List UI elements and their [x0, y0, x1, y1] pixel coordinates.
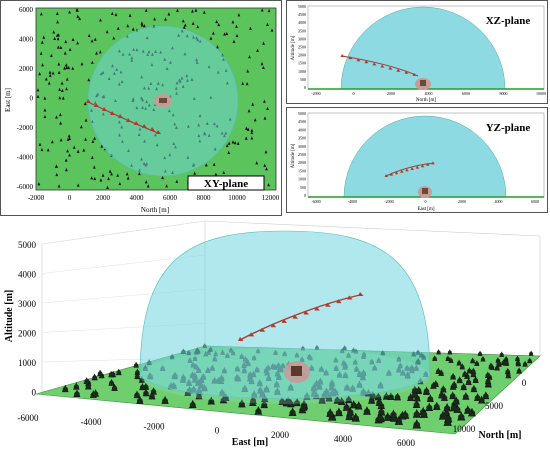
xz-ytick-label: 5000 [298, 4, 306, 9]
xz-dome [340, 6, 506, 90]
xz-ytick-label: 1000 [298, 69, 306, 74]
yz-xtick-label: 6000 [531, 199, 539, 204]
yz-trajectory [384, 161, 435, 177]
main-ytick-label: 10000 [453, 424, 476, 434]
xy-trajectory [86, 99, 161, 134]
xy-base-building [159, 98, 167, 103]
xz-xlabel: North [m] [416, 98, 436, 103]
main-3d-panel: 5000 4000 3000 2000 1000 0 -6000 -4000 -2000 0 20… [0, 216, 550, 448]
yz-xtick-label: 0 [425, 199, 427, 204]
yz-xtick-label: -2000 [384, 199, 393, 204]
xz-xtick-label: -2000 [311, 91, 320, 96]
main-xtick-label: 0 [215, 426, 220, 436]
xy-ytick-label: -4000 [17, 154, 34, 162]
yz-ytick-label: 5000 [298, 111, 306, 116]
xz-ytick-label: 500 [300, 77, 306, 82]
yz-ytick-label: 0 [304, 193, 306, 198]
yz-dome [343, 115, 507, 198]
main-xlabel: East [m] [232, 437, 268, 448]
yz-ytick-label: 1500 [298, 168, 306, 173]
main-ztick-label: 5000 [18, 240, 37, 250]
main-ytick-label: 0 [522, 378, 527, 388]
main-zlabel: Altitude [m] [4, 290, 15, 343]
yz-ylabel: Altitude [m] [291, 143, 296, 168]
xz-ytick-label: 0 [304, 85, 306, 90]
main-ztick-label: 4000 [18, 270, 37, 280]
yz-ytick-label: 3500 [298, 136, 306, 141]
yz-plane-plot: 5000450040003500300025002000150010005000… [286, 107, 548, 213]
xy-xtick-label: 8000 [197, 194, 212, 202]
xz-ylabel: Altitude [m] [291, 35, 296, 60]
xy-ytick-label: 2000 [19, 65, 34, 73]
yz-ytick-label: 2500 [298, 152, 306, 157]
xz-plane-panel: 5000 4500 4000 3500 3000 2500 2000 1500 1000 500 0… [286, 0, 548, 104]
yz-ytick-label: 500 [300, 185, 306, 190]
yz-ytick-label: 1000 [298, 177, 306, 182]
main-ztick-label: 2000 [18, 329, 37, 339]
main-ztick-label: 3000 [18, 299, 37, 309]
xy-plane-panel: 6000 4000 2000 0 -2000 -4000 -6000 -2000 0 2000 4… [0, 0, 282, 216]
xy-xtick-label: 10000 [228, 194, 246, 202]
xz-trajectory [340, 54, 419, 77]
xz-plane-plot: 5000450040003500300025002000150010005000… [286, 0, 548, 104]
yz-plane-label: YZ-plane [486, 122, 531, 134]
main-xtick-label: 2000 [271, 430, 290, 440]
main-ytick-label: 5000 [485, 401, 504, 411]
xy-xtick-label: 0 [68, 194, 72, 202]
xy-xtick-label: 2000 [96, 194, 111, 202]
xz-ytick-label: 3000 [298, 36, 306, 41]
xy-ytick-label: -6000 [17, 183, 34, 191]
xy-plane-label: XY-plane [204, 178, 248, 190]
yz-ytick-label: 4500 [298, 119, 306, 124]
main-ztick-label: 0 [32, 388, 37, 398]
main-xtick-label: -6000 [18, 413, 39, 423]
xz-ytick-label: 2000 [298, 53, 306, 58]
xy-plane-label-box [187, 175, 265, 191]
xz-xtick-label: 10000 [536, 91, 546, 96]
xy-ytick-label: -2000 [17, 124, 34, 132]
xz-ytick-label: 4500 [298, 12, 306, 17]
main-xtick-label: 6000 [397, 438, 416, 448]
yz-plane-panel: 5000 4500 4000 3500 3000 2500 2000 1500 1000 500 0… [286, 107, 548, 213]
xy-xtick-label: 6000 [163, 194, 178, 202]
xz-xtick-label: 4000 [425, 91, 433, 96]
yz-xlabel: East [m] [417, 207, 434, 212]
xz-xtick-label: 8000 [500, 91, 508, 96]
main-xtick-label: -4000 [81, 417, 102, 427]
xz-ytick-label: 3500 [298, 28, 306, 33]
main-ylabel: North [m] [478, 430, 521, 441]
xy-plane-plot: 6000 4000 2000 0 -2000 -4000 -6000 -2000 0 2000 4… [0, 0, 282, 216]
xy-ylabel: East [m] [4, 88, 12, 112]
xy-ytick-label: 4000 [19, 36, 34, 44]
yz-ytick-label: 4000 [298, 127, 306, 132]
xz-plane-label: XZ-plane [486, 15, 531, 27]
xz-ytick-label: 4000 [298, 20, 306, 25]
xy-xtick-label: 12000 [262, 194, 280, 202]
main-trajectory [238, 291, 364, 341]
xy-xlabel: North [m] [141, 206, 169, 214]
xz-xtick-label: 6000 [462, 91, 470, 96]
yz-ytick-label: 2000 [298, 160, 306, 165]
xy-xtick-label: 4000 [130, 194, 145, 202]
main-xtick-label: 4000 [334, 434, 353, 444]
main-xtick-label: -2000 [144, 421, 165, 431]
yz-xtick-label: 4000 [495, 199, 503, 204]
xz-ytick-label: 2500 [298, 45, 306, 50]
xz-xtick-label: 0 [353, 91, 355, 96]
xy-ytick-label: 6000 [19, 6, 34, 14]
yz-xtick-label: -6000 [311, 199, 320, 204]
main-coverage-dome [139, 230, 431, 399]
main-ztick-label: 1000 [18, 358, 37, 368]
xz-ytick-label: 1500 [298, 61, 306, 66]
xy-xtick-label: -2000 [28, 194, 45, 202]
yz-xtick-label: -4000 [348, 199, 357, 204]
yz-ytick-label: 3000 [298, 144, 306, 149]
xz-xtick-label: 2000 [387, 91, 395, 96]
xy-ytick-label: 0 [30, 95, 34, 103]
yz-xtick-label: 2000 [458, 199, 466, 204]
main-base-building [291, 366, 302, 376]
